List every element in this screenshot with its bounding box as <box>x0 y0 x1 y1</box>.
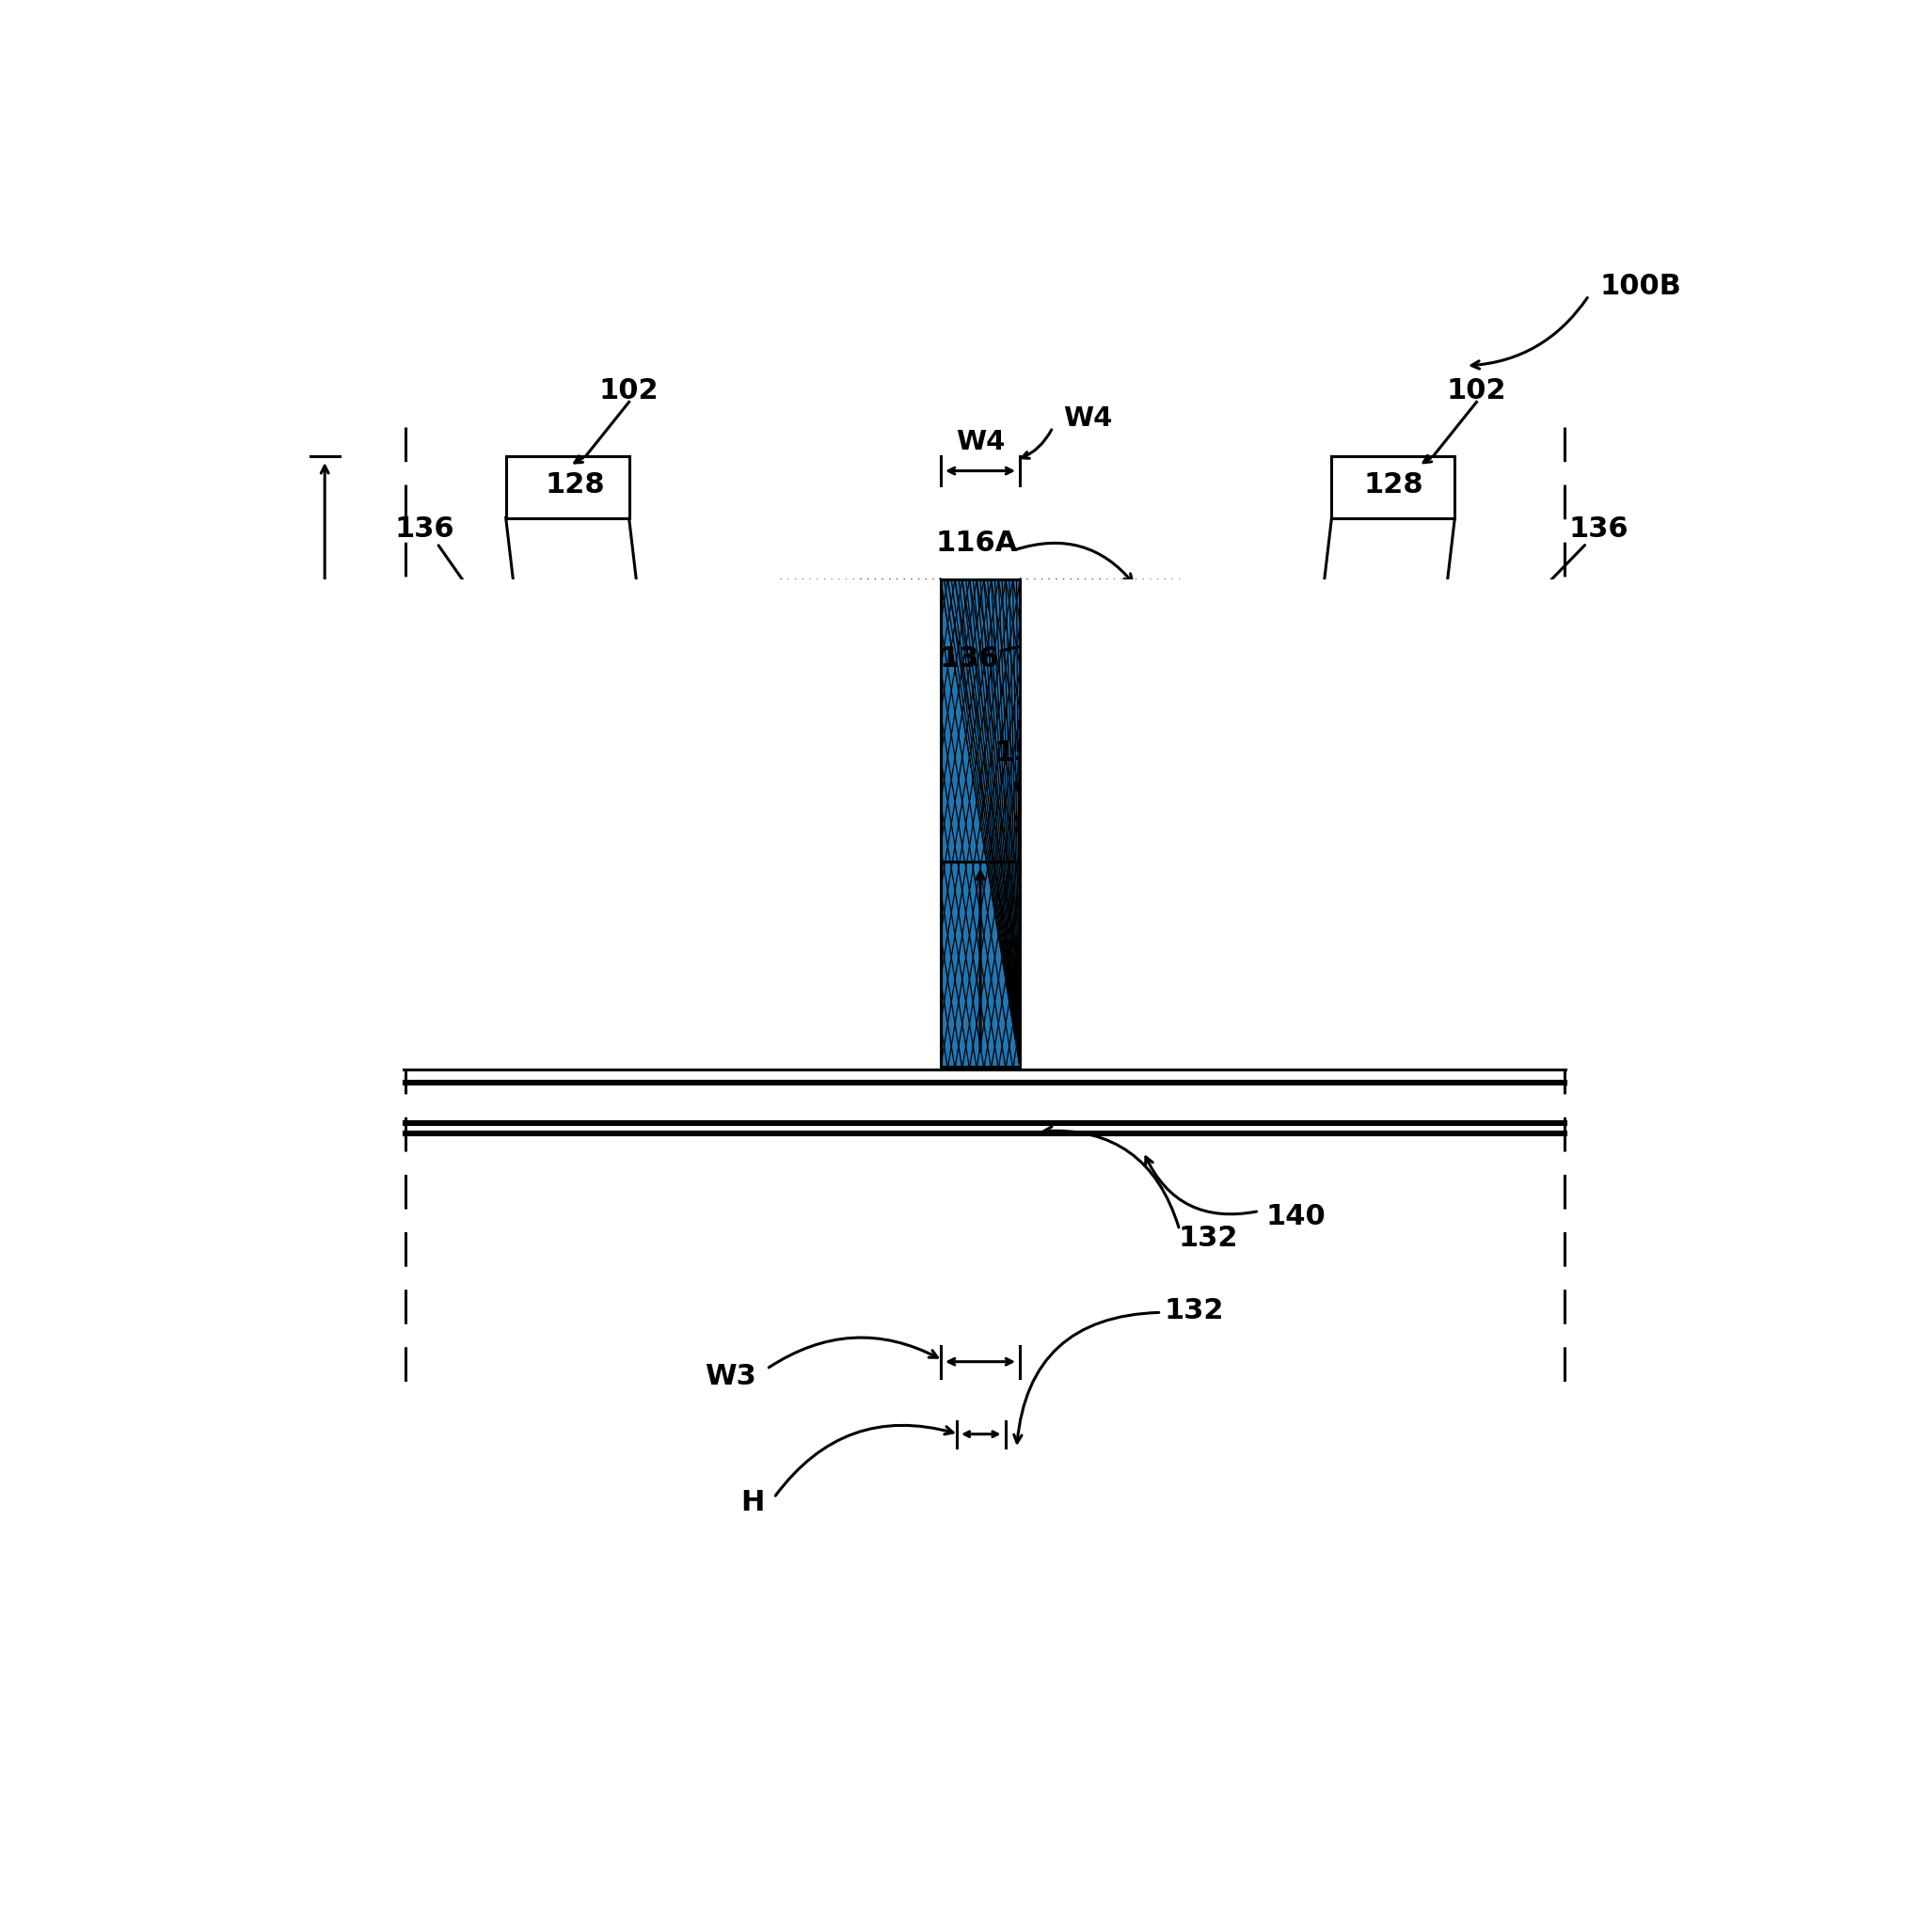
Text: 124: 124 <box>1272 991 1332 1018</box>
Text: 132: 132 <box>1578 947 1638 974</box>
Bar <box>1078 912 1534 993</box>
Text: 132: 132 <box>1165 1298 1224 1325</box>
Bar <box>406 1024 882 1057</box>
Text: 140: 140 <box>1265 1204 1326 1231</box>
Text: 136: 136 <box>940 645 999 672</box>
Text: H: H <box>740 1490 765 1517</box>
Bar <box>427 912 882 993</box>
Text: 125: 125 <box>1272 1024 1332 1051</box>
Text: 112: 112 <box>600 740 659 767</box>
Bar <box>442 993 867 1024</box>
Bar <box>1078 1024 1565 1057</box>
Text: 102: 102 <box>600 377 659 406</box>
Text: 156A: 156A <box>994 740 1076 767</box>
Text: 112: 112 <box>1259 740 1318 767</box>
Text: 124: 124 <box>621 991 680 1018</box>
Text: T1: T1 <box>327 885 363 912</box>
Text: D5: D5 <box>273 645 317 672</box>
Bar <box>1021 580 1726 1068</box>
Polygon shape <box>440 518 723 862</box>
Text: 136: 136 <box>394 516 456 543</box>
Text: 132: 132 <box>1178 1225 1238 1252</box>
Text: 128: 128 <box>544 471 605 498</box>
Text: 102: 102 <box>1447 377 1507 406</box>
Bar <box>505 456 628 518</box>
Text: 125: 125 <box>621 1024 680 1051</box>
Text: W3: W3 <box>705 1362 755 1389</box>
Text: W4: W4 <box>1063 406 1113 433</box>
Bar <box>940 580 1021 1068</box>
Text: 122: 122 <box>621 935 680 962</box>
Text: 110: 110 <box>338 811 398 838</box>
Bar <box>1332 456 1455 518</box>
Text: 132: 132 <box>331 997 390 1024</box>
Text: 100B: 100B <box>1599 272 1682 299</box>
Text: 122: 122 <box>1272 935 1332 962</box>
Bar <box>1094 993 1518 1024</box>
Text: 111: 111 <box>863 580 923 607</box>
Polygon shape <box>1238 518 1520 862</box>
Text: 116A: 116A <box>936 529 1019 556</box>
Text: I: I <box>279 997 290 1024</box>
Text: W4: W4 <box>955 429 1005 456</box>
Text: 136: 136 <box>1568 516 1628 543</box>
Text: 128: 128 <box>1363 471 1422 498</box>
Bar <box>246 580 940 1068</box>
